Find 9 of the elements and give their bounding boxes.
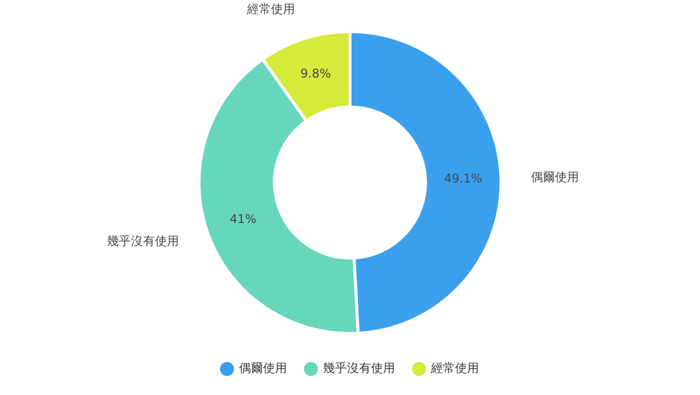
slice-label: 幾乎沒有使用 (107, 234, 180, 248)
data-label: 41% (230, 212, 256, 226)
slice-label: 經常使用 (246, 2, 296, 16)
legend-label: 經常使用 (430, 361, 479, 376)
data-label: 49.1% (444, 172, 482, 186)
data-label: 9.8% (300, 66, 331, 81)
legend-label: 幾乎沒有使用 (323, 361, 395, 376)
slice-label: 偶爾使用 (530, 170, 579, 184)
legend-label: 偶爾使用 (239, 361, 287, 376)
